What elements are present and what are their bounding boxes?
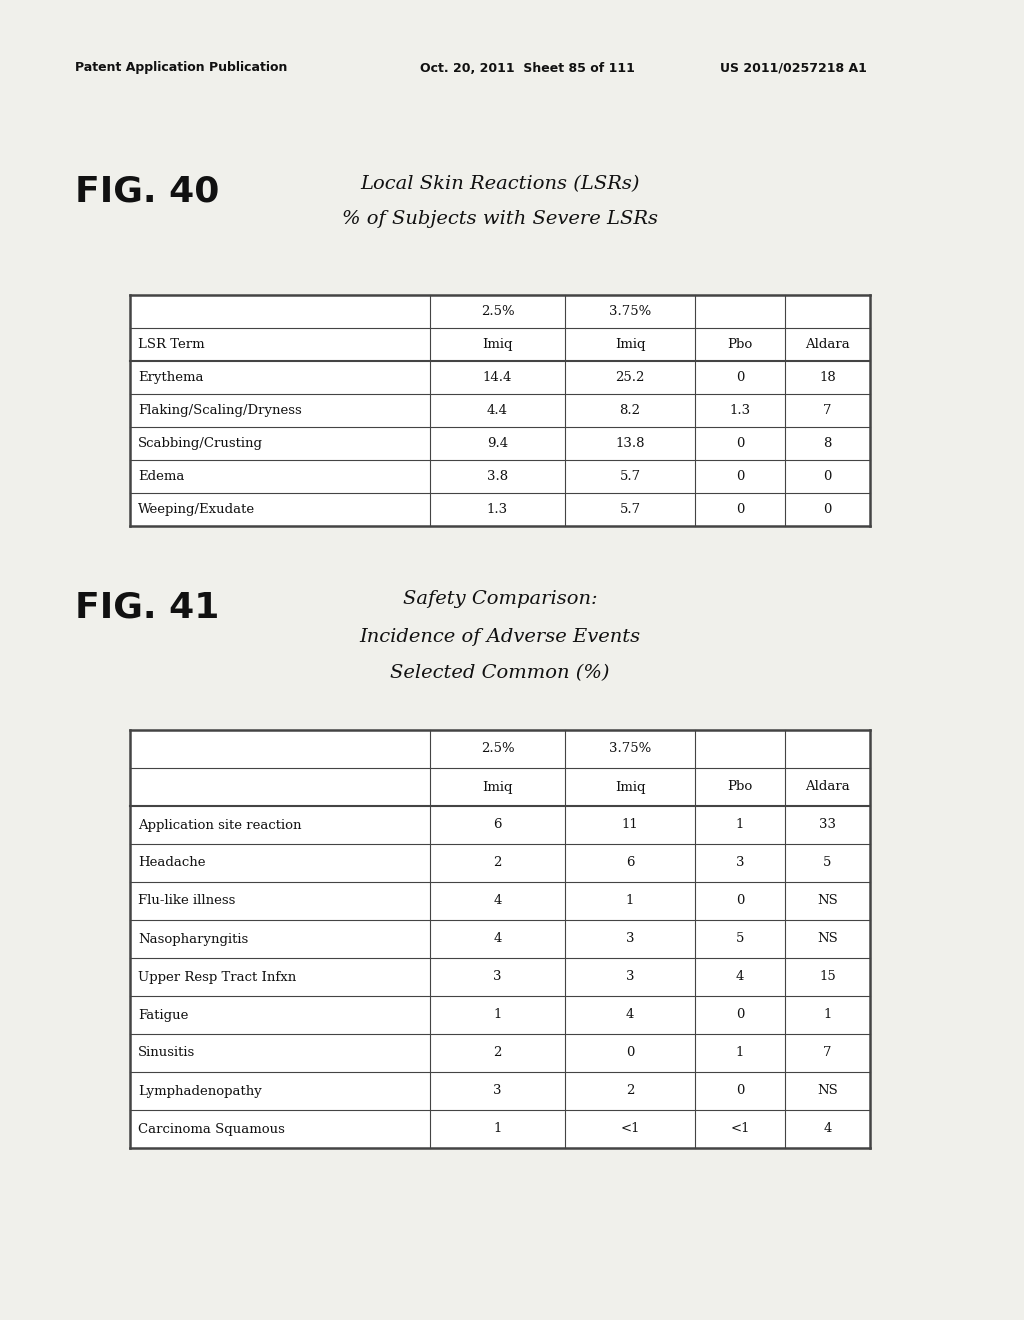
Text: 1: 1: [736, 818, 744, 832]
Text: FIG. 40: FIG. 40: [75, 176, 219, 209]
Text: 0: 0: [736, 1008, 744, 1022]
Text: 4: 4: [823, 1122, 831, 1135]
Text: 2: 2: [494, 857, 502, 870]
Text: Imiq: Imiq: [614, 338, 645, 351]
Text: Imiq: Imiq: [614, 780, 645, 793]
Text: 4: 4: [626, 1008, 634, 1022]
Text: 9.4: 9.4: [487, 437, 508, 450]
Text: Carcinoma Squamous: Carcinoma Squamous: [138, 1122, 285, 1135]
Text: Flaking/Scaling/Dryness: Flaking/Scaling/Dryness: [138, 404, 302, 417]
Text: Selected Common (%): Selected Common (%): [390, 664, 609, 682]
Text: 11: 11: [622, 818, 638, 832]
Text: 5.7: 5.7: [620, 503, 641, 516]
Text: 0: 0: [823, 470, 831, 483]
Text: 4: 4: [494, 895, 502, 908]
Bar: [130, 730, 870, 1148]
Text: US 2011/0257218 A1: US 2011/0257218 A1: [720, 62, 867, 74]
Text: % of Subjects with Severe LSRs: % of Subjects with Severe LSRs: [342, 210, 658, 228]
Text: Safety Comparison:: Safety Comparison:: [402, 590, 597, 609]
Text: 2.5%: 2.5%: [480, 305, 514, 318]
Text: 2: 2: [494, 1047, 502, 1060]
Text: Imiq: Imiq: [482, 780, 513, 793]
Bar: [130, 294, 870, 525]
Text: NS: NS: [817, 895, 838, 908]
Text: 6: 6: [626, 857, 634, 870]
Text: Aldara: Aldara: [805, 338, 850, 351]
Text: Headache: Headache: [138, 857, 206, 870]
Text: NS: NS: [817, 1085, 838, 1097]
Text: Oct. 20, 2011  Sheet 85 of 111: Oct. 20, 2011 Sheet 85 of 111: [420, 62, 635, 74]
Text: <1: <1: [730, 1122, 750, 1135]
Text: 1: 1: [626, 895, 634, 908]
Text: 1: 1: [494, 1008, 502, 1022]
Text: Weeping/Exudate: Weeping/Exudate: [138, 503, 255, 516]
Text: 0: 0: [736, 895, 744, 908]
Text: Edema: Edema: [138, 470, 184, 483]
Text: Imiq: Imiq: [482, 338, 513, 351]
Text: Aldara: Aldara: [805, 780, 850, 793]
Text: 5: 5: [736, 932, 744, 945]
Text: 6: 6: [494, 818, 502, 832]
Text: Upper Resp Tract Infxn: Upper Resp Tract Infxn: [138, 970, 296, 983]
Text: 2: 2: [626, 1085, 634, 1097]
Text: 25.2: 25.2: [615, 371, 645, 384]
Text: 1: 1: [736, 1047, 744, 1060]
Text: 0: 0: [823, 503, 831, 516]
Text: Sinusitis: Sinusitis: [138, 1047, 196, 1060]
Text: 3: 3: [626, 970, 634, 983]
Text: 3: 3: [626, 932, 634, 945]
Text: 18: 18: [819, 371, 836, 384]
Text: 0: 0: [736, 503, 744, 516]
Text: 1: 1: [823, 1008, 831, 1022]
Text: 3: 3: [494, 1085, 502, 1097]
Text: LSR Term: LSR Term: [138, 338, 205, 351]
Text: 5: 5: [823, 857, 831, 870]
Text: <1: <1: [621, 1122, 640, 1135]
Text: Lymphadenopathy: Lymphadenopathy: [138, 1085, 262, 1097]
Text: 5.7: 5.7: [620, 470, 641, 483]
Text: 3: 3: [736, 857, 744, 870]
Text: 33: 33: [819, 818, 836, 832]
Text: 4.4: 4.4: [487, 404, 508, 417]
Text: 3.8: 3.8: [487, 470, 508, 483]
Text: 2.5%: 2.5%: [480, 742, 514, 755]
Text: 8: 8: [823, 437, 831, 450]
Text: Application site reaction: Application site reaction: [138, 818, 301, 832]
Text: 0: 0: [736, 437, 744, 450]
Text: 7: 7: [823, 1047, 831, 1060]
Text: 13.8: 13.8: [615, 437, 645, 450]
Text: Patent Application Publication: Patent Application Publication: [75, 62, 288, 74]
Text: Pbo: Pbo: [727, 780, 753, 793]
Text: Fatigue: Fatigue: [138, 1008, 188, 1022]
Text: Flu-like illness: Flu-like illness: [138, 895, 236, 908]
Text: 0: 0: [736, 1085, 744, 1097]
Text: 1.3: 1.3: [487, 503, 508, 516]
Text: 4: 4: [736, 970, 744, 983]
Text: 7: 7: [823, 404, 831, 417]
Text: 0: 0: [626, 1047, 634, 1060]
Text: 8.2: 8.2: [620, 404, 640, 417]
Text: 0: 0: [736, 470, 744, 483]
Text: Scabbing/Crusting: Scabbing/Crusting: [138, 437, 263, 450]
Text: Nasopharyngitis: Nasopharyngitis: [138, 932, 248, 945]
Text: 0: 0: [736, 371, 744, 384]
Text: Pbo: Pbo: [727, 338, 753, 351]
Text: Local Skin Reactions (LSRs): Local Skin Reactions (LSRs): [360, 176, 640, 193]
Text: FIG. 41: FIG. 41: [75, 590, 219, 624]
Text: NS: NS: [817, 932, 838, 945]
Text: 3.75%: 3.75%: [609, 742, 651, 755]
Text: 1: 1: [494, 1122, 502, 1135]
Text: 14.4: 14.4: [482, 371, 512, 384]
Text: Incidence of Adverse Events: Incidence of Adverse Events: [359, 628, 641, 645]
Text: 1.3: 1.3: [729, 404, 751, 417]
Text: 3.75%: 3.75%: [609, 305, 651, 318]
Text: 3: 3: [494, 970, 502, 983]
Text: 4: 4: [494, 932, 502, 945]
Text: Erythema: Erythema: [138, 371, 204, 384]
Text: 15: 15: [819, 970, 836, 983]
